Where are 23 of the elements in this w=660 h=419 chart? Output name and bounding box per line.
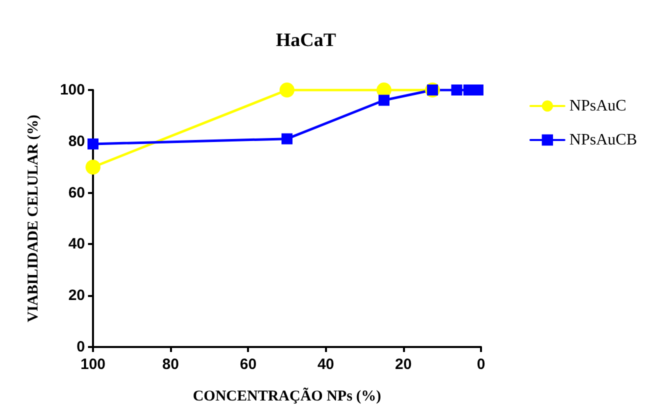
y-tick-label: 80	[68, 132, 85, 150]
x-tick-label: 20	[395, 356, 412, 373]
legend-label: NPsAuC	[569, 98, 626, 114]
x-tick-label: 40	[317, 356, 334, 373]
y-tick-label: 20	[68, 287, 85, 304]
y-tick-label: 100	[60, 82, 85, 98]
y-axis-title: VIABILIDADE CELULAR (%)	[26, 114, 42, 322]
point	[378, 94, 390, 106]
x-axis-title: CONCENTRAÇÃO NPs (%)	[192, 388, 382, 404]
x-tick-label: 60	[240, 356, 257, 373]
point	[86, 160, 100, 175]
x-tick-label: 0	[476, 356, 486, 373]
point	[282, 133, 292, 144]
y-tick-label: 60	[68, 184, 85, 202]
legend-label: NPsAuCB	[569, 132, 637, 148]
y-tick-label: 0	[76, 338, 85, 356]
chart-title: HaCaT	[276, 30, 336, 51]
point	[280, 82, 294, 98]
point	[88, 138, 98, 150]
y-tick-label: 40	[68, 236, 85, 253]
x-tick-label: 80	[162, 356, 179, 373]
x-tick-label: 100	[80, 356, 106, 373]
point	[451, 84, 462, 96]
